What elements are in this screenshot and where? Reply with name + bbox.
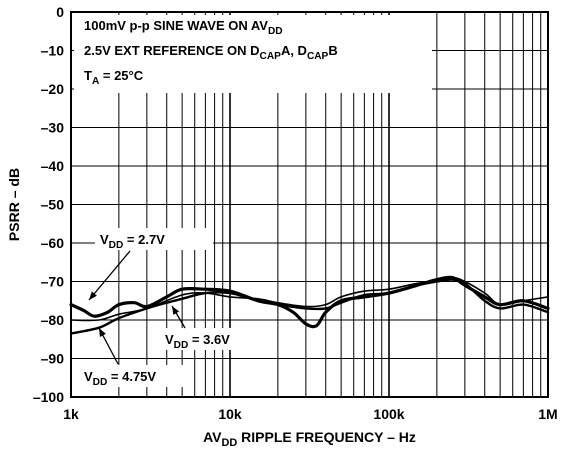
subscript: CAP: [260, 51, 282, 62]
x-tick-label: 1k: [63, 406, 79, 422]
series-line-1: [70, 276, 549, 322]
y-tick-label: –60: [41, 235, 65, 251]
x-tick-label: 100k: [373, 406, 404, 422]
text-part: A, D: [281, 43, 307, 58]
text-part: B: [328, 43, 337, 58]
x-tick-label: 1M: [538, 406, 557, 422]
text-part: V: [165, 332, 174, 347]
y-axis-label: PSRR – dB: [6, 168, 22, 241]
plot-frame: [70, 11, 549, 398]
text-part: = 25°C: [99, 68, 143, 83]
leader-line: [88, 250, 131, 301]
text-part: T: [84, 68, 92, 83]
series-lines: [69, 275, 550, 335]
condition-text: TA = 25°C: [84, 68, 144, 87]
y-tick-label: –30: [41, 120, 65, 136]
y-tick-label: –20: [41, 81, 65, 97]
series-line-0: [69, 275, 550, 329]
condition-text: 100mV p-p SINE WAVE ON AVDD: [84, 18, 283, 37]
subscript: DD: [221, 437, 237, 449]
arrow-head: [172, 306, 180, 315]
y-tick-label: –70: [41, 274, 65, 290]
y-tick-label: –90: [41, 351, 65, 367]
subscript: CAP: [307, 51, 329, 62]
y-tick-label: –40: [41, 158, 65, 174]
text-part: V: [100, 232, 109, 247]
text-part: = 3.6V: [188, 332, 230, 347]
subscript: DD: [109, 240, 124, 251]
subscript: A: [92, 76, 100, 87]
y-tick-label: –100: [33, 389, 64, 405]
arrow-head: [89, 291, 97, 300]
text-part: 100mV p-p SINE WAVE ON AV: [84, 18, 268, 33]
conditions-box: [74, 15, 432, 93]
text-part: RIPPLE FREQUENCY – Hz: [237, 429, 416, 445]
y-tick-label: 0: [56, 4, 64, 20]
text-part: AV: [203, 429, 222, 445]
text-part: = 4.75V: [107, 369, 156, 384]
series-label: VDD = 4.75V: [84, 369, 156, 388]
series-label-bg: [160, 328, 256, 350]
arrow-head: [99, 328, 106, 337]
series-label-bg: [95, 228, 213, 250]
y-tick-label: –80: [41, 312, 65, 328]
x-axis-label: AVDD RIPPLE FREQUENCY – Hz: [203, 429, 416, 449]
subscript: DD: [268, 26, 283, 37]
series-label: VDD = 2.7V: [100, 232, 165, 251]
subscript: DD: [93, 377, 108, 388]
text-part: 2.5V EXT REFERENCE ON D: [84, 43, 260, 58]
subscript: DD: [174, 340, 189, 351]
series-line-2: [69, 278, 550, 335]
text-part: V: [84, 369, 93, 384]
y-tick-label: –50: [41, 197, 65, 213]
series-label: VDD = 3.6V: [165, 332, 230, 351]
x-tick-label: 10k: [218, 406, 242, 422]
text-part: = 2.7V: [123, 232, 165, 247]
condition-text: 2.5V EXT REFERENCE ON DCAPA, DCAPB: [84, 43, 338, 62]
y-tick-label: –10: [41, 43, 65, 59]
series-label-bg: [79, 365, 183, 387]
